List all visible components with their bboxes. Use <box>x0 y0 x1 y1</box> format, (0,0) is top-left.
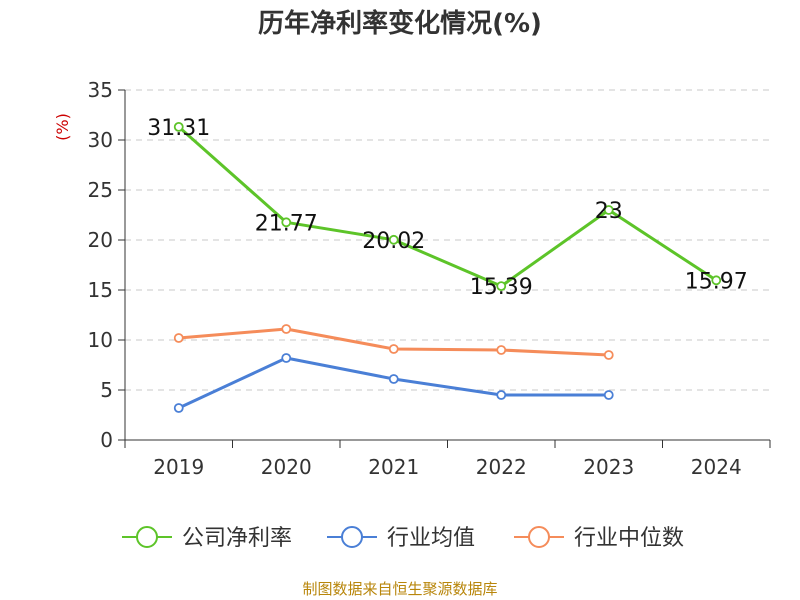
data-point <box>496 281 507 292</box>
data-point <box>496 345 507 355</box>
legend-marker <box>528 526 550 548</box>
data-point <box>173 403 184 413</box>
legend-label: 行业均值 <box>387 526 475 551</box>
x-tick-label: 2019 <box>153 455 204 479</box>
data-point <box>603 205 614 215</box>
data-point <box>281 324 292 334</box>
legend-marker <box>136 526 158 548</box>
y-axis-label: (%) <box>53 113 72 141</box>
chart-title: 历年净利率变化情况(%) <box>258 8 542 39</box>
data-labels: 31.31 21.77 20.02 15.39 23 15.97 <box>147 116 747 300</box>
data-point <box>711 275 722 286</box>
grid-lines <box>125 89 770 391</box>
data-point <box>173 333 184 343</box>
data-point <box>603 350 614 360</box>
data-point <box>496 390 507 400</box>
legend-label: 行业中位数 <box>574 526 684 551</box>
y-tick-label: 35 <box>88 78 113 102</box>
y-tick-label: 10 <box>88 328 113 352</box>
data-point <box>281 353 292 363</box>
series-group <box>173 122 722 413</box>
data-point <box>603 390 614 400</box>
x-tick-labels: 2019 2020 2021 2022 2023 2024 <box>153 455 741 479</box>
y-tick-label: 0 <box>100 428 113 452</box>
data-label: 15.39 <box>470 275 533 300</box>
data-label: 15.97 <box>685 269 748 294</box>
y-tick-label: 25 <box>88 178 113 202</box>
y-tick-label: 5 <box>100 378 113 402</box>
data-point <box>388 374 399 384</box>
legend: 公司净利率 行业均值 行业中位数 <box>122 526 684 551</box>
data-point <box>388 344 399 354</box>
y-tick-label: 15 <box>88 278 113 302</box>
data-point <box>173 122 184 132</box>
data-label: 20.02 <box>362 229 425 254</box>
data-point <box>388 234 399 245</box>
x-tick-label: 2020 <box>261 455 312 479</box>
legend-marker <box>341 526 363 548</box>
x-tick-label: 2021 <box>368 455 419 479</box>
y-tick-label: 30 <box>88 128 113 152</box>
data-point <box>281 217 292 228</box>
series-line-0 <box>177 125 718 288</box>
x-tick-label: 2022 <box>476 455 527 479</box>
data-label: 31.31 <box>147 116 210 141</box>
data-label: 21.77 <box>255 211 318 236</box>
y-tick-label: 20 <box>88 228 113 252</box>
y-tick-labels: 0 5 10 15 20 25 30 35 <box>88 78 113 452</box>
x-tick-label: 2024 <box>691 455 742 479</box>
axes <box>118 89 771 448</box>
legend-label: 公司净利率 <box>182 526 292 551</box>
x-tick-label: 2023 <box>583 455 634 479</box>
data-label: 23 <box>595 199 623 224</box>
source-note: 制图数据来自恒生聚源数据库 <box>302 580 497 598</box>
